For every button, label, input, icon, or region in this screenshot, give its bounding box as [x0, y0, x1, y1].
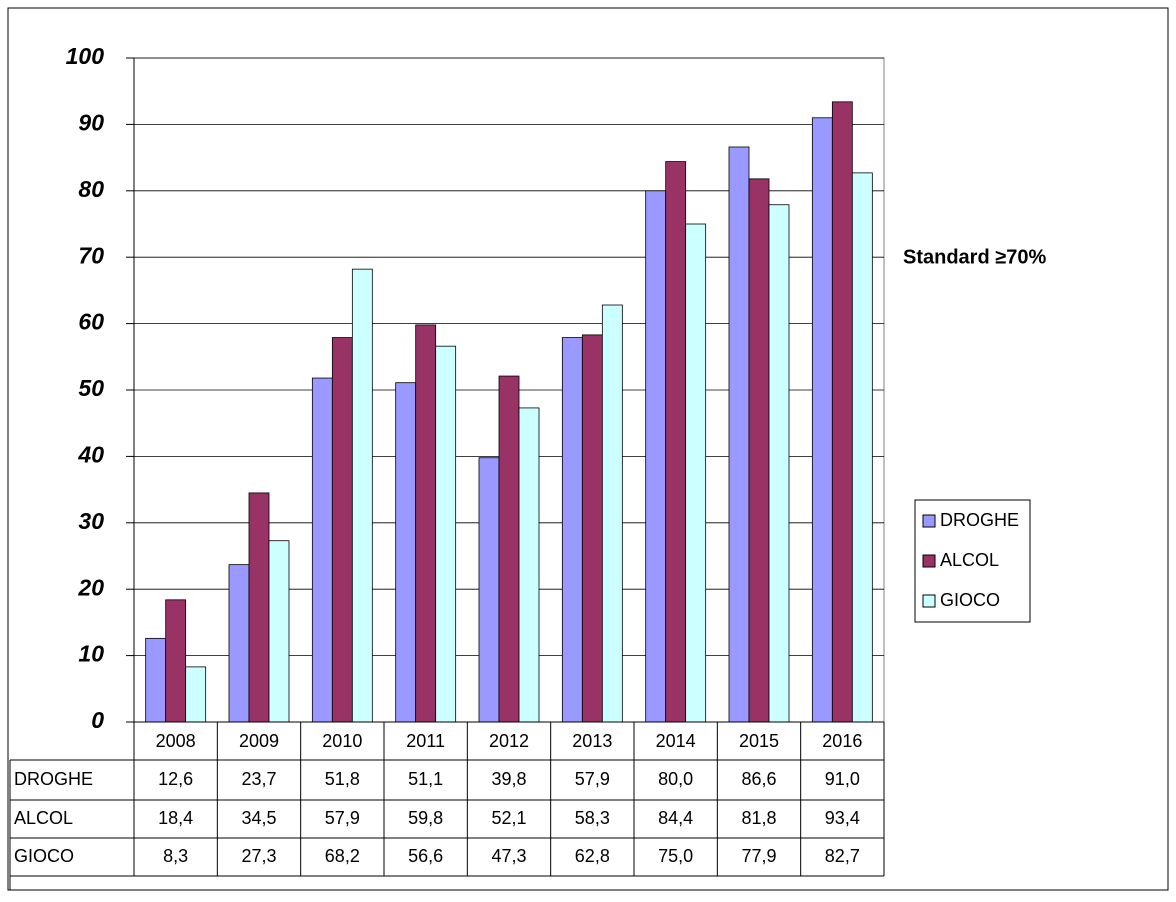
table-cell: 39,8	[491, 769, 526, 789]
y-tick-label: 90	[78, 109, 104, 135]
table-cell: 47,3	[491, 846, 526, 866]
table-row-label: DROGHE	[14, 769, 93, 789]
x-tick-label: 2013	[572, 731, 612, 751]
bar	[728, 146, 750, 723]
bar	[811, 117, 833, 723]
bar	[415, 324, 437, 723]
x-tick-label: 2015	[739, 731, 779, 751]
x-tick-label: 2014	[656, 731, 696, 751]
table-row-label: ALCOL	[14, 808, 73, 828]
bar	[268, 540, 290, 723]
bar	[601, 304, 623, 723]
table-cell: 77,9	[741, 846, 776, 866]
bar	[831, 101, 853, 723]
table-cell: 23,7	[241, 769, 276, 789]
x-tick-label: 2009	[239, 731, 279, 751]
bar	[645, 190, 667, 723]
table-cell: 57,9	[325, 808, 360, 828]
table-cell: 82,7	[825, 846, 860, 866]
bar	[165, 599, 187, 723]
y-tick-label: 50	[78, 375, 104, 401]
table-cell: 84,4	[658, 808, 693, 828]
bar	[185, 666, 207, 723]
y-tick-label: 80	[78, 176, 104, 202]
bar	[748, 178, 770, 723]
bar	[228, 564, 250, 723]
table-cell: 75,0	[658, 846, 693, 866]
table-cell: 58,3	[575, 808, 610, 828]
x-tick-label: 2010	[322, 731, 362, 751]
bar	[518, 407, 540, 723]
legend-label: GIOCO	[940, 590, 1000, 610]
legend-label: DROGHE	[940, 510, 1019, 530]
table-cell: 12,6	[158, 769, 193, 789]
bar	[665, 161, 687, 723]
table-cell: 68,2	[325, 846, 360, 866]
y-tick-label: 60	[78, 309, 104, 335]
x-tick-label: 2012	[489, 731, 529, 751]
y-tick-label: 70	[78, 242, 104, 268]
table-cell: 59,8	[408, 808, 443, 828]
table-cell: 57,9	[575, 769, 610, 789]
bar	[331, 337, 353, 723]
table-cell: 51,8	[325, 769, 360, 789]
x-tick-label: 2011	[406, 731, 445, 751]
table-cell: 51,1	[408, 769, 443, 789]
table-cell: 27,3	[241, 846, 276, 866]
annotation: Standard ≥70%	[903, 246, 1046, 268]
y-tick-label: 10	[78, 641, 104, 667]
bar	[395, 382, 417, 723]
bar	[498, 375, 520, 723]
bar	[478, 457, 500, 723]
legend-swatch	[922, 514, 936, 528]
table-cell: 52,1	[491, 808, 526, 828]
table-cell: 34,5	[241, 808, 276, 828]
table-cell: 62,8	[575, 846, 610, 866]
y-tick-label: 100	[66, 43, 105, 69]
bar	[311, 377, 333, 723]
table-cell: 86,6	[741, 769, 776, 789]
bar	[768, 204, 790, 723]
table-cell: 81,8	[741, 808, 776, 828]
bar	[435, 345, 457, 723]
x-tick-label: 2008	[156, 731, 196, 751]
table-cell: 8,3	[163, 846, 188, 866]
y-tick-label: 0	[91, 707, 104, 733]
legend-swatch	[922, 554, 936, 568]
x-tick-label: 2016	[822, 731, 862, 751]
legend-swatch	[922, 594, 936, 608]
bar	[851, 172, 873, 723]
y-tick-label: 30	[78, 508, 104, 534]
y-tick-label: 20	[77, 574, 104, 600]
y-tick-label: 40	[77, 441, 104, 467]
table-cell: 56,6	[408, 846, 443, 866]
bar	[351, 268, 373, 723]
bar	[248, 492, 270, 723]
table-cell: 18,4	[158, 808, 193, 828]
bar	[581, 334, 603, 723]
table-row-label: GIOCO	[14, 846, 74, 866]
bar	[561, 337, 583, 723]
table-cell: 93,4	[825, 808, 860, 828]
table-cell: 91,0	[825, 769, 860, 789]
table-cell: 80,0	[658, 769, 693, 789]
bar	[145, 637, 167, 723]
bar	[685, 223, 707, 723]
legend-label: ALCOL	[940, 550, 999, 570]
